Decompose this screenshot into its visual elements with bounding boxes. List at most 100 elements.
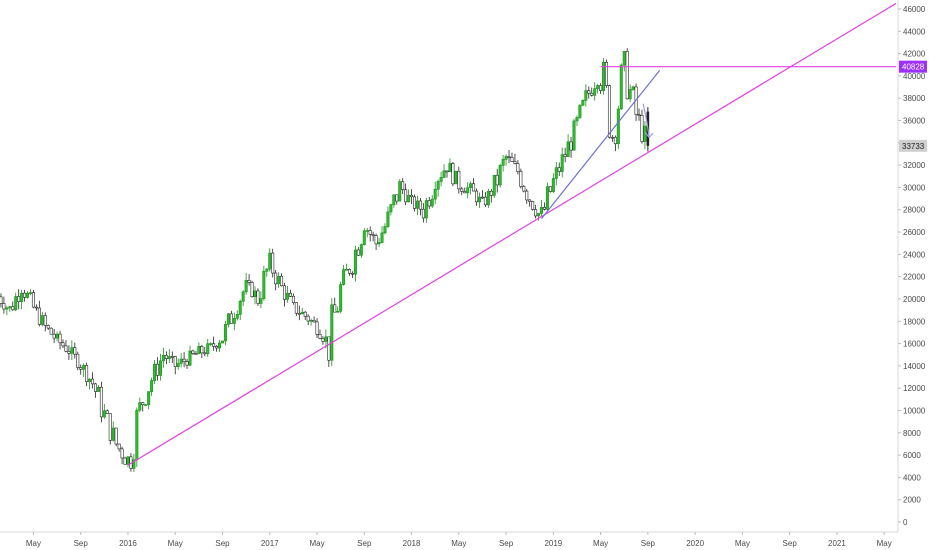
candle-up bbox=[581, 100, 585, 106]
candle-up bbox=[596, 85, 600, 89]
candle-up bbox=[5, 307, 9, 310]
candle-down bbox=[395, 194, 399, 202]
candle-down bbox=[610, 136, 614, 139]
x-tick-label: Sep bbox=[74, 539, 89, 548]
candle-down bbox=[212, 343, 216, 347]
candle-up bbox=[8, 306, 12, 309]
y-tick-label: 8000 bbox=[903, 429, 921, 438]
candle-up bbox=[439, 177, 443, 182]
x-tick-label: Sep bbox=[641, 539, 656, 548]
candle-up bbox=[324, 336, 328, 342]
x-tick-label: 2019 bbox=[544, 539, 562, 548]
candle-down bbox=[510, 157, 514, 162]
candle-down bbox=[534, 209, 538, 217]
candle-down bbox=[637, 114, 641, 116]
candle-down bbox=[291, 295, 295, 303]
y-tick-label: 14000 bbox=[903, 362, 926, 371]
candle-up bbox=[424, 200, 428, 219]
candle-up bbox=[226, 313, 230, 325]
y-tick-label: 32000 bbox=[903, 161, 926, 170]
candle-down bbox=[569, 141, 573, 151]
candle-up bbox=[150, 380, 154, 392]
candle-up bbox=[244, 280, 248, 293]
candle-up bbox=[383, 226, 387, 234]
candle-down bbox=[23, 292, 27, 298]
candle-down bbox=[52, 333, 56, 339]
candle-down bbox=[625, 51, 629, 100]
candle-up bbox=[448, 163, 452, 173]
candle-up bbox=[386, 211, 390, 227]
candle-down bbox=[191, 350, 195, 354]
y-tick-label: 36000 bbox=[903, 117, 926, 126]
candle-up bbox=[572, 120, 576, 151]
candle-down bbox=[401, 181, 405, 191]
candle-down bbox=[421, 208, 425, 219]
arrow-head bbox=[644, 131, 654, 139]
candle-up bbox=[235, 314, 239, 319]
candle-up bbox=[551, 178, 555, 192]
candle-down bbox=[79, 367, 83, 370]
candle-up bbox=[330, 304, 334, 361]
candle-up bbox=[365, 230, 369, 232]
candle-down bbox=[67, 350, 71, 354]
x-tick-label: May bbox=[735, 539, 750, 548]
candle-up bbox=[554, 167, 558, 179]
candle-down bbox=[427, 200, 431, 207]
candle-down bbox=[489, 191, 493, 196]
candle-down bbox=[525, 190, 529, 201]
candle-down bbox=[114, 427, 118, 445]
candle-up bbox=[389, 204, 393, 213]
candle-down bbox=[123, 457, 127, 465]
x-tick-label: Sep bbox=[215, 539, 230, 548]
candle-down bbox=[519, 171, 523, 187]
candle-up bbox=[578, 104, 582, 118]
support-line[interactable] bbox=[127, 2, 897, 466]
candle-down bbox=[170, 356, 174, 358]
candle-up bbox=[339, 284, 343, 312]
candle-down bbox=[297, 312, 301, 315]
arrow-annotation[interactable] bbox=[642, 103, 650, 138]
candle-up bbox=[153, 363, 157, 381]
candle-down bbox=[156, 363, 160, 376]
x-tick-label: May bbox=[26, 539, 41, 548]
candle-down bbox=[303, 311, 307, 317]
resistance-price-badge bbox=[899, 60, 927, 73]
candle-up bbox=[454, 170, 458, 185]
y-axis[interactable]: 0 2000 4000 6000 8000 10000 12000 14000 16000 180… bbox=[898, 5, 926, 527]
candle-down bbox=[516, 163, 520, 172]
candle-up bbox=[377, 242, 381, 245]
candle-up bbox=[111, 427, 115, 441]
candle-up bbox=[28, 292, 32, 294]
candle-up bbox=[144, 404, 148, 406]
candle-down bbox=[215, 346, 219, 349]
candle-down bbox=[250, 282, 254, 297]
candle-down bbox=[120, 448, 124, 459]
candle-up bbox=[469, 183, 473, 188]
candle-down bbox=[599, 85, 603, 91]
candle-up bbox=[135, 409, 139, 461]
candle-up bbox=[342, 269, 346, 285]
x-tick-label: May bbox=[593, 539, 608, 548]
candle-down bbox=[315, 321, 319, 335]
candle-up bbox=[433, 189, 437, 200]
candle-up bbox=[82, 365, 86, 370]
candle-up bbox=[262, 270, 266, 299]
candle-up bbox=[241, 291, 245, 302]
candle-down bbox=[507, 156, 511, 158]
candle-down bbox=[93, 383, 97, 392]
candle-down bbox=[64, 345, 68, 352]
y-tick-label: 42000 bbox=[903, 50, 926, 59]
x-axis[interactable]: May Sep 2016 May Sep 2017 May Sep 2018 May Sep 2019… bbox=[26, 532, 892, 548]
candle-down bbox=[605, 61, 609, 86]
candle-down bbox=[280, 276, 284, 287]
channel-line[interactable] bbox=[541, 69, 661, 220]
candle-down bbox=[108, 413, 112, 441]
candle-up bbox=[584, 90, 588, 101]
candle-down bbox=[200, 346, 204, 354]
price-badge-label: 40828 bbox=[902, 63, 925, 72]
candle-down bbox=[333, 304, 337, 313]
candle-up bbox=[309, 320, 313, 322]
candle-down bbox=[46, 325, 50, 329]
y-tick-label: 44000 bbox=[903, 27, 926, 36]
